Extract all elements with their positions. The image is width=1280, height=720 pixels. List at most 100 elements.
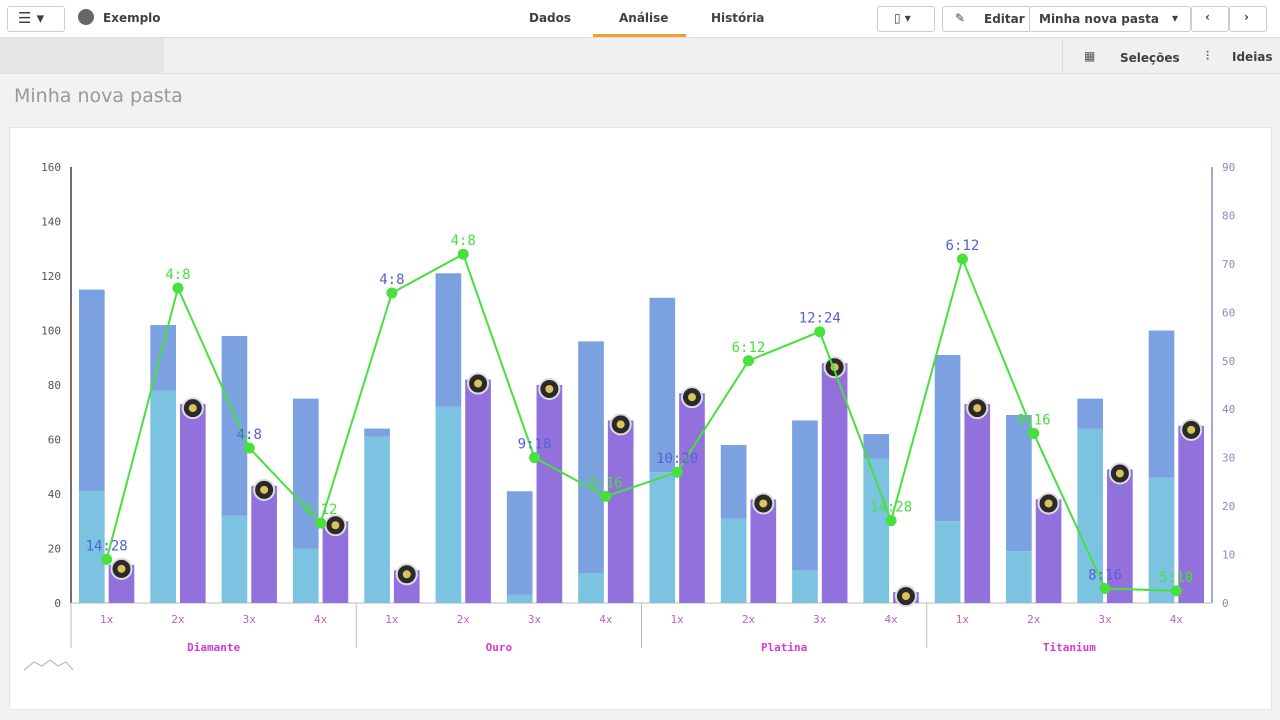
bar	[435, 406, 462, 603]
line-point	[457, 248, 469, 260]
point-label: 4:8	[379, 272, 404, 288]
bar	[506, 491, 533, 595]
point-label: 8:16	[1088, 567, 1122, 583]
line-point	[1028, 427, 1040, 439]
bar-icon-center	[260, 485, 269, 494]
bar	[150, 390, 176, 603]
toolbar: ☰ ▾ Exemplo Dados Análise História ▯ ▾ ✎…	[0, 0, 1280, 38]
bar	[792, 570, 818, 603]
x-tick-label: 4x	[1170, 613, 1184, 626]
x-tick-label: 3x	[243, 613, 257, 626]
y2-tick-label: 60	[1222, 306, 1235, 319]
x-tick-label: 3x	[1098, 613, 1112, 626]
bar	[1035, 499, 1062, 603]
line-point	[742, 355, 754, 367]
group-label: Platina	[761, 641, 807, 654]
point-label: 14:28	[86, 538, 128, 554]
bar-icon-center	[474, 379, 483, 388]
edit-button[interactable]: ✎ Editar	[942, 6, 1031, 32]
line-point	[529, 452, 541, 464]
prev-button[interactable]: ‹	[1191, 6, 1229, 32]
bar	[364, 428, 390, 437]
bar	[934, 521, 961, 603]
point-label: 4:8	[451, 233, 476, 249]
point-label: 8:16	[1017, 412, 1051, 428]
bar	[1006, 414, 1032, 552]
bar-icon-center	[616, 420, 625, 429]
y2-tick-label: 90	[1222, 161, 1235, 174]
sheet-title: Minha nova pasta	[14, 85, 183, 107]
insights-icon: ⫶	[1206, 49, 1210, 63]
x-tick-label: 2x	[171, 613, 185, 626]
bar	[649, 297, 676, 473]
y2-tick-label: 10	[1222, 549, 1235, 562]
y-tick-label: 140	[41, 216, 61, 229]
x-tick-label: 4x	[884, 613, 898, 626]
bar	[750, 499, 777, 603]
bar	[578, 573, 604, 603]
point-label: 5:10	[1159, 570, 1193, 586]
tab[interactable]: Dados	[529, 11, 572, 25]
app-icon	[78, 9, 94, 25]
insights-button[interactable]: Ideias	[1232, 50, 1273, 64]
point-label: 12:24	[799, 311, 841, 327]
menu-button[interactable]: ☰ ▾	[7, 6, 65, 32]
line-point	[885, 515, 897, 527]
line-point	[101, 553, 113, 565]
bar	[78, 289, 105, 492]
group-label: Ouro	[486, 641, 513, 654]
y2-tick-label: 30	[1222, 452, 1235, 465]
point-label: 6:12	[946, 238, 980, 254]
bar	[1077, 398, 1104, 429]
bookmark-button[interactable]: ▯ ▾	[877, 6, 935, 32]
x-tick-label: 2x	[1027, 613, 1041, 626]
point-label: 10:20	[656, 451, 698, 467]
point-label: 14:28	[870, 500, 912, 516]
sheet-menu[interactable]: Minha nova pasta ▾	[1029, 6, 1191, 32]
bar	[1107, 469, 1133, 603]
bar	[221, 515, 248, 603]
bar	[179, 404, 206, 603]
y2-tick-label: 50	[1222, 355, 1235, 368]
bar	[364, 436, 390, 603]
bar	[1148, 330, 1175, 478]
bar-icon-center	[117, 564, 126, 573]
bar-icon-center	[901, 592, 910, 601]
tab[interactable]: História	[711, 11, 765, 25]
app-name[interactable]: Exemplo	[103, 11, 161, 25]
y2-tick-label: 0	[1222, 597, 1229, 610]
group-label: Titanium	[1043, 641, 1096, 654]
line	[105, 252, 1177, 592]
sheet-menu-label: Minha nova pasta	[1039, 12, 1159, 26]
y-tick-label: 0	[54, 597, 61, 610]
bar-icon-center	[1044, 499, 1053, 508]
line-point	[1099, 582, 1111, 594]
bar-icon-center	[1187, 425, 1196, 434]
line-point	[956, 253, 968, 265]
bar	[292, 548, 319, 603]
x-tick-label: 4x	[314, 613, 328, 626]
tab[interactable]: Análise	[619, 11, 669, 25]
bar	[292, 398, 319, 549]
bar-icon-center	[759, 499, 768, 508]
point-label: 8:16	[589, 475, 623, 491]
selections-icon: ▦	[1084, 49, 1096, 63]
bar	[607, 420, 634, 603]
bar	[1178, 425, 1205, 603]
active-tab-indicator	[593, 34, 686, 37]
bar-icon-center	[545, 385, 554, 393]
next-button[interactable]: ›	[1229, 6, 1267, 32]
line-point	[243, 442, 255, 454]
bar	[1148, 477, 1175, 603]
bar	[720, 444, 747, 519]
bar	[649, 472, 676, 603]
bar	[506, 594, 533, 603]
line-point	[386, 287, 398, 299]
bar	[536, 385, 563, 603]
selection-bar: ▦ Seleções ⫶ Ideias	[0, 38, 1280, 74]
selections-button[interactable]: Seleções	[1120, 51, 1180, 65]
chart-card	[9, 127, 1272, 710]
bar	[578, 341, 604, 574]
